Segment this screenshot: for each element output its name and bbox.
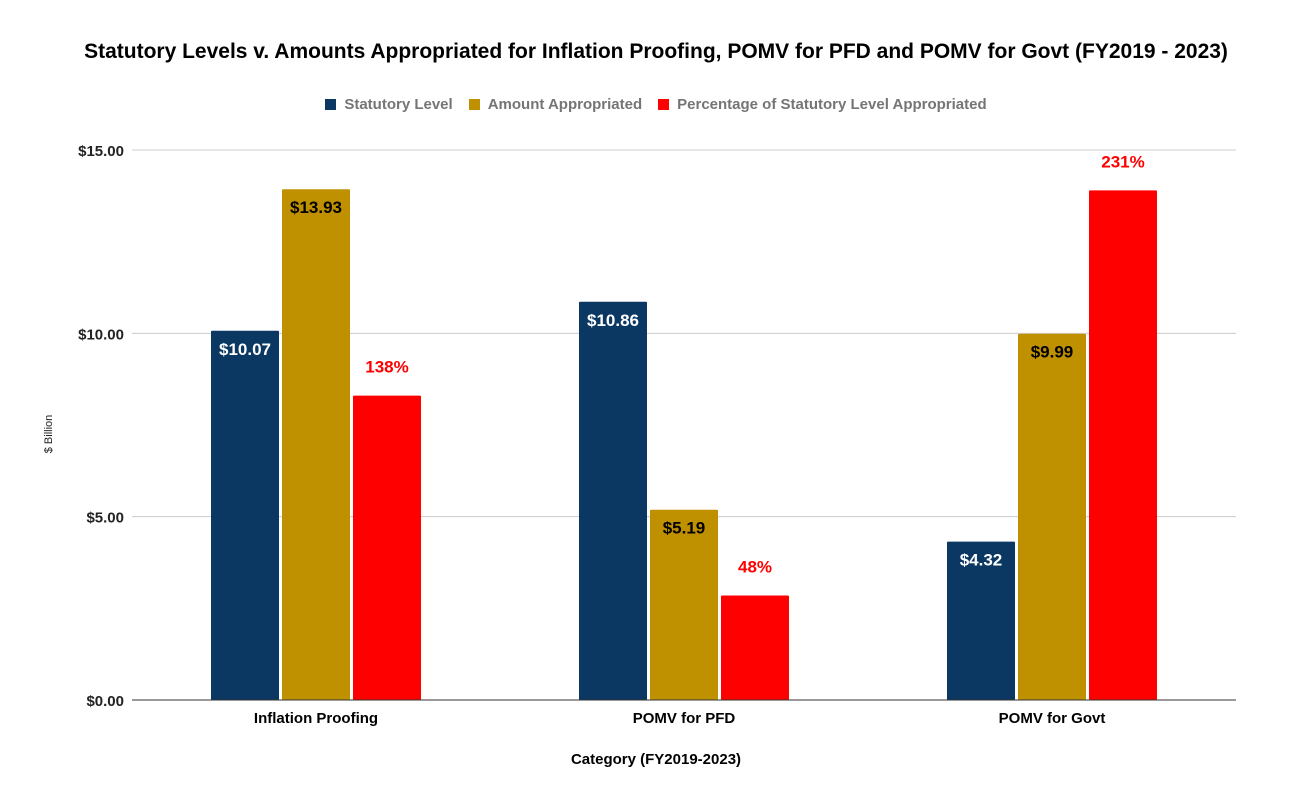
legend-label: Amount Appropriated [487,96,643,113]
bar [1018,333,1086,700]
data-label: 138% [365,358,408,377]
y-tick-label: $10.00 [78,326,124,343]
legend: Statutory Level Amount Appropriated Perc… [0,96,1312,113]
legend-swatch [468,99,480,110]
data-label: $10.86 [587,311,639,330]
legend-item-percentage[interactable]: Percentage of Statutory Level Appropriat… [658,96,987,113]
x-tick-label: POMV for Govt [999,710,1106,727]
data-label: $13.93 [290,198,342,217]
bar [211,330,279,700]
x-tick-label: POMV for PFD [633,710,736,727]
bar [721,595,789,700]
data-label: $9.99 [1031,343,1074,362]
legend-swatch [325,99,337,110]
bar [650,509,718,700]
data-label: 231% [1101,152,1144,171]
legend-swatch [658,99,670,110]
legend-item-amount-appropriated[interactable]: Amount Appropriated [468,96,643,113]
legend-label: Percentage of Statutory Level Appropriat… [677,96,987,113]
y-tick-label: $15.00 [78,143,124,160]
data-label: 48% [738,558,772,577]
y-tick-label: $5.00 [86,510,124,527]
legend-item-statutory-level[interactable]: Statutory Level [325,96,453,113]
x-tick-label: Inflation Proofing [254,710,378,727]
bar [353,395,421,700]
x-axis-label: Category (FY2019-2023) [570,751,742,768]
data-label: $5.19 [663,519,706,538]
bar [947,541,1015,700]
bar [282,189,350,700]
bar [579,301,647,700]
chart-title: Statutory Levels v. Amounts Appropriated… [84,40,1228,63]
data-label: $10.07 [219,340,271,359]
legend-label: Statutory Level [344,96,453,113]
y-tick-label: $0.00 [86,693,124,710]
data-label: $4.32 [960,551,1003,570]
bar [1089,190,1157,701]
